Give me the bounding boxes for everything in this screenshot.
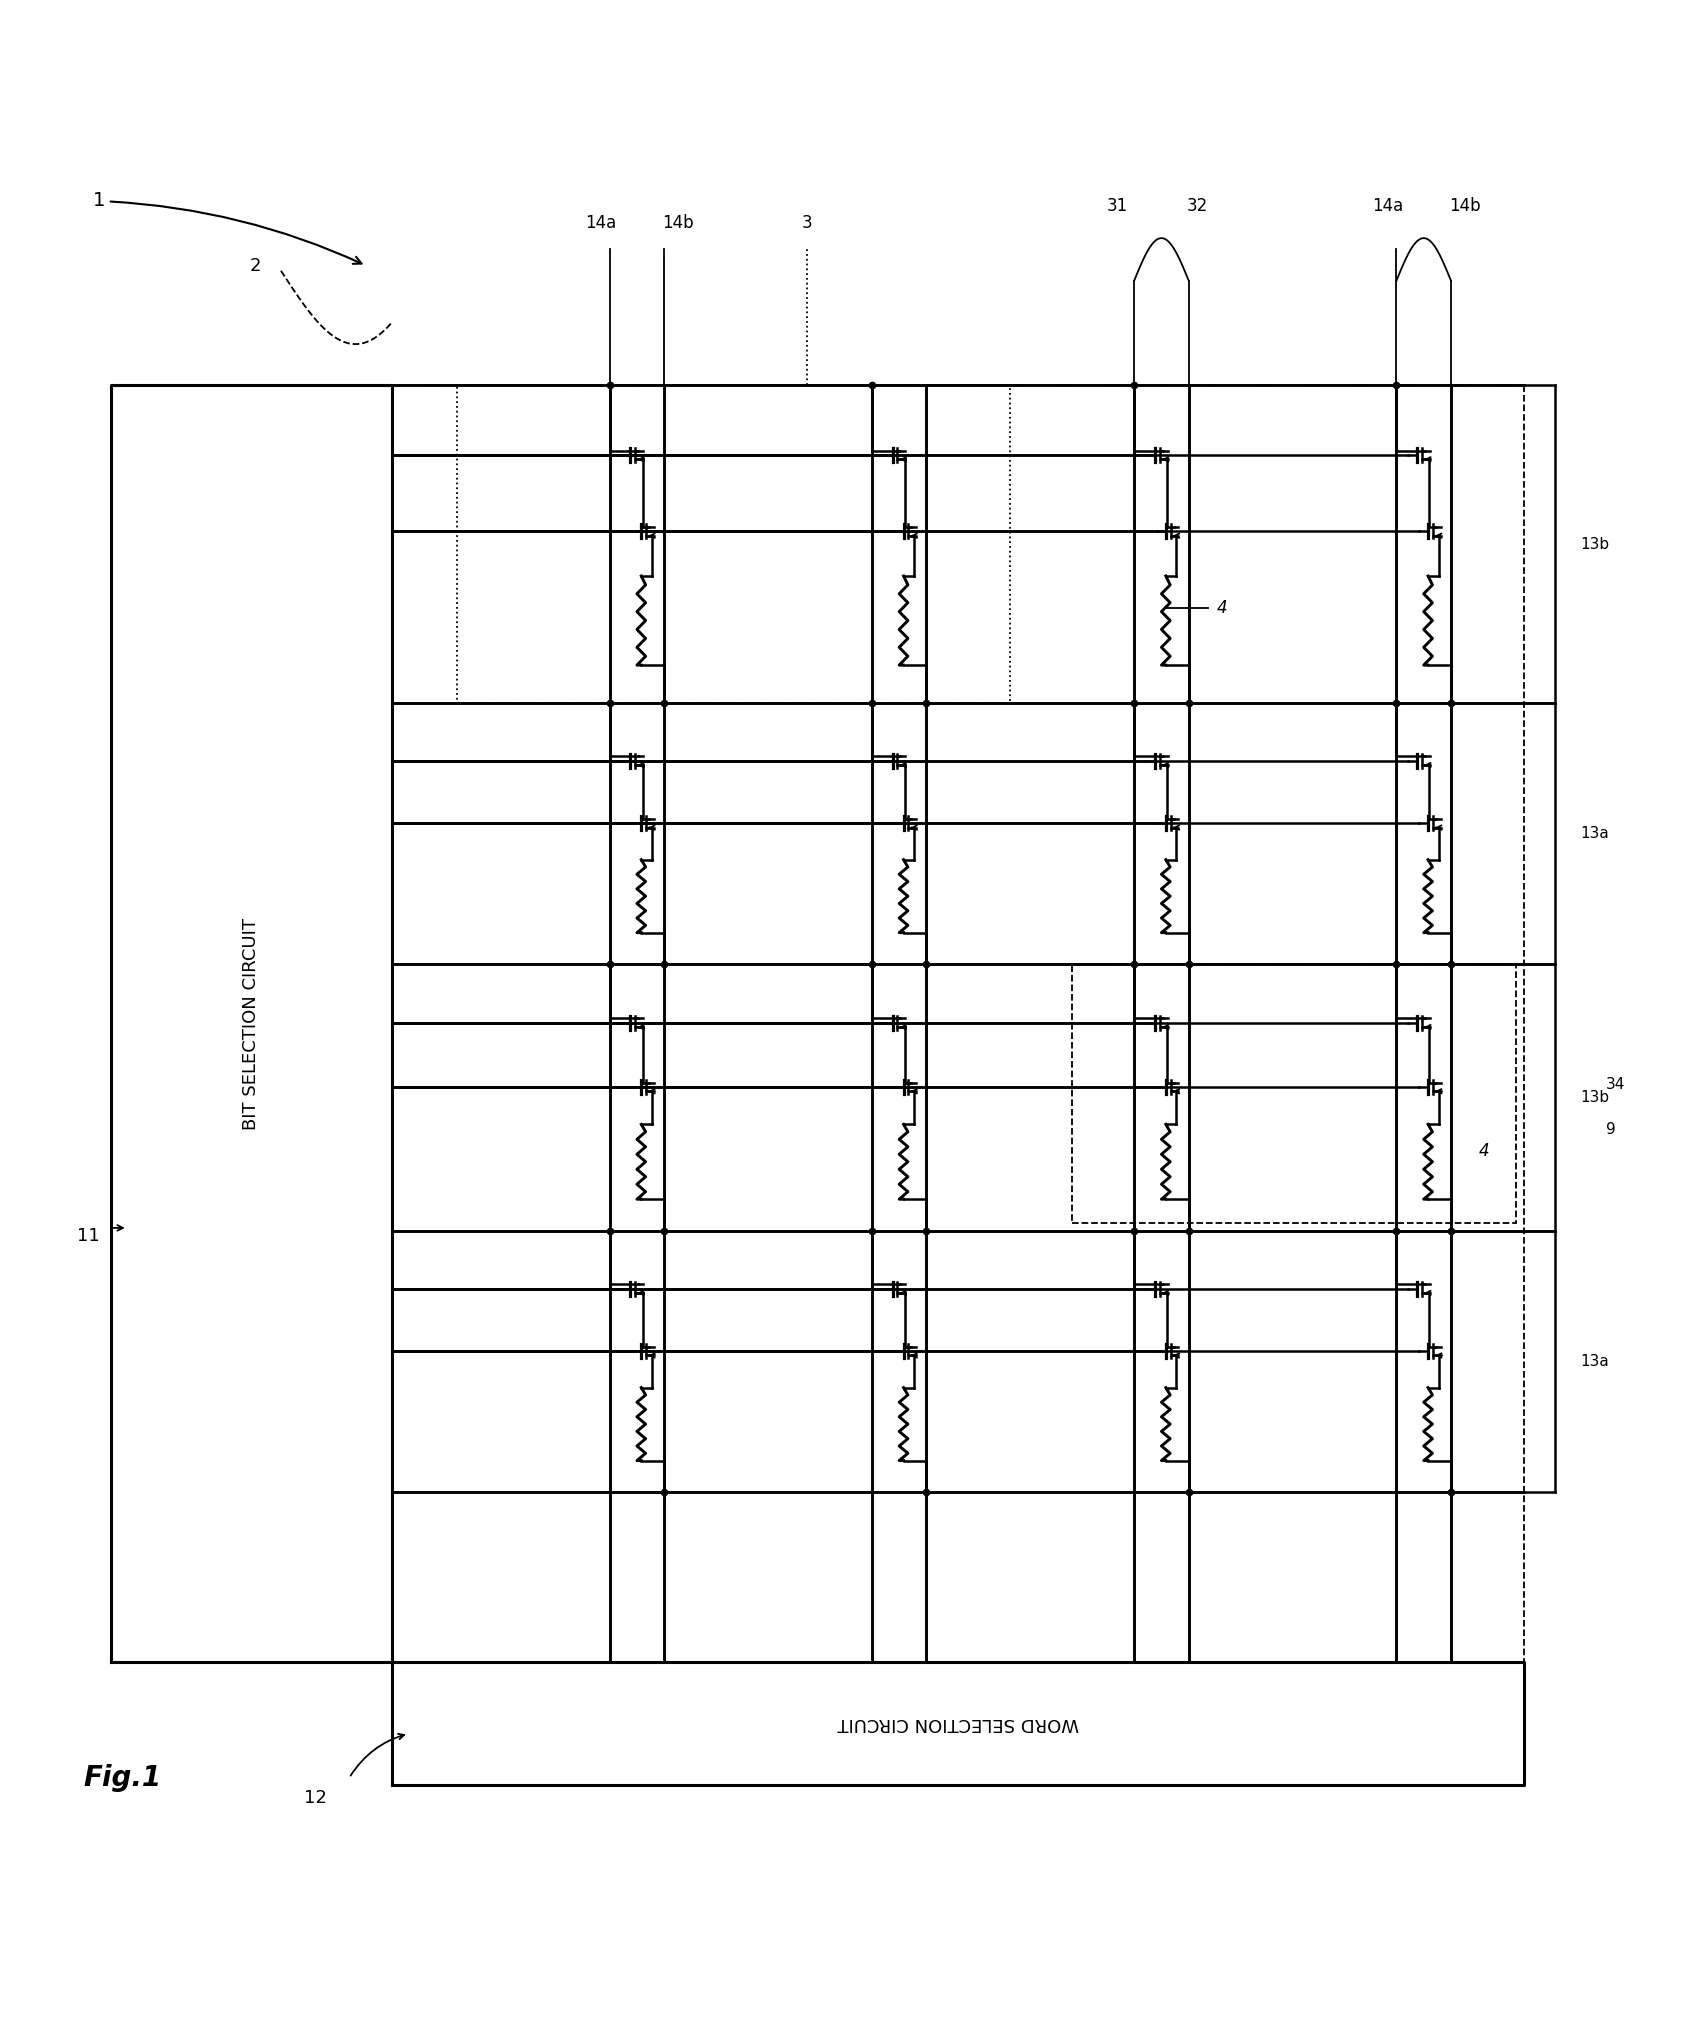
- Text: 14b: 14b: [662, 213, 693, 231]
- Text: 11: 11: [77, 1228, 100, 1244]
- Text: 13a: 13a: [1580, 1354, 1609, 1368]
- Text: 14a: 14a: [1373, 197, 1403, 215]
- Text: 4: 4: [1480, 1143, 1490, 1159]
- Text: 9: 9: [1606, 1123, 1616, 1137]
- Text: 1: 1: [92, 191, 361, 264]
- Text: 3: 3: [802, 213, 812, 231]
- Text: Fig.1: Fig.1: [83, 1764, 162, 1792]
- Text: 12: 12: [303, 1788, 327, 1807]
- Text: 4: 4: [1218, 599, 1228, 617]
- Text: 13b: 13b: [1580, 1090, 1609, 1104]
- Text: 13a: 13a: [1580, 826, 1609, 840]
- Text: BIT SELECTION CIRCUIT: BIT SELECTION CIRCUIT: [242, 918, 261, 1129]
- Text: 14a: 14a: [586, 213, 616, 231]
- Text: 32: 32: [1187, 197, 1207, 215]
- Text: 31: 31: [1107, 197, 1127, 215]
- Text: 14b: 14b: [1449, 197, 1480, 215]
- Text: 13b: 13b: [1580, 536, 1609, 552]
- Text: 2: 2: [250, 256, 261, 274]
- Text: 34: 34: [1606, 1076, 1625, 1092]
- Text: WORD SELECTION CIRCUIT: WORD SELECTION CIRCUIT: [838, 1715, 1078, 1732]
